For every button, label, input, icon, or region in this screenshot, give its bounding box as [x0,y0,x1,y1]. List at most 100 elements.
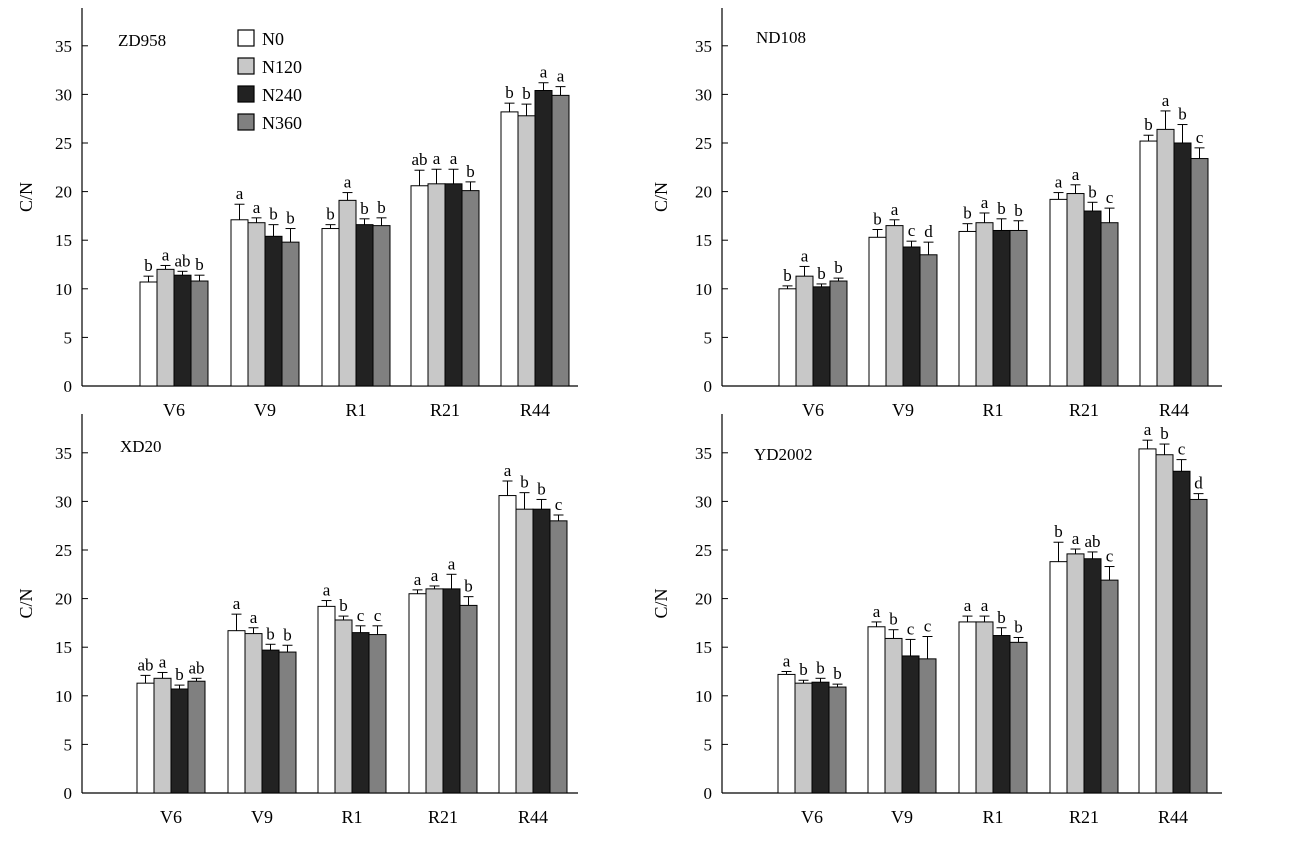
bar-n360 [1100,579,1119,794]
significance-letter: b [505,83,514,102]
significance-letter: a [873,602,881,621]
y-axis-title: C/N [651,588,671,618]
bar-n360 [549,520,568,794]
bar-n360 [828,686,847,794]
significance-letter: a [159,652,167,671]
y-tick-label: 10 [55,687,72,706]
significance-letter: a [1055,173,1063,192]
significance-letter: a [1072,165,1080,184]
y-tick-label: 30 [695,492,712,511]
significance-letter: b [1014,201,1023,220]
significance-letter: a [323,581,331,600]
y-tick-label: 10 [55,280,72,299]
bar-n360 [1100,222,1119,387]
significance-letter: b [326,205,335,224]
bar-n0 [1049,561,1068,794]
bar-n120 [247,222,266,387]
bar-n0 [408,593,427,794]
bar-n120 [244,633,263,794]
legend-swatch-n240 [237,85,255,103]
bar-n360 [190,280,209,387]
significance-letter: c [555,495,563,514]
significance-letter: b [377,198,386,217]
bar-n360 [829,280,848,387]
bar-n240 [442,588,461,794]
y-tick-label: 0 [704,377,713,396]
significance-letter: a [344,173,352,192]
significance-letter: c [924,617,932,636]
significance-letter: a [414,570,422,589]
bar-n240 [1083,558,1102,794]
bar-n360 [187,680,206,794]
significance-letter: b [269,205,278,224]
x-tick-label: V9 [891,807,913,827]
x-tick-label: R44 [518,807,548,827]
bar-n0 [778,288,797,387]
significance-letter: d [1194,474,1203,493]
legend-label: N240 [262,85,302,105]
x-tick-label: R1 [982,400,1003,420]
significance-letter: b [816,658,825,677]
bar-n0 [867,626,886,794]
significance-letter: b [283,625,292,644]
legend-label: N360 [262,113,302,133]
bar-n0 [410,185,429,387]
significance-letter: b [195,255,204,274]
bar-n240 [173,274,192,387]
bar-n0 [1139,140,1158,387]
y-tick-label: 25 [55,134,72,153]
significance-letter: c [357,606,365,625]
bar-n240 [812,286,831,387]
x-tick-label: R21 [1069,807,1099,827]
bar-n0 [230,219,249,387]
significance-letter: a [981,193,989,212]
significance-letter: a [540,63,548,82]
significance-letter: c [374,606,382,625]
significance-letter: a [250,608,258,627]
bar-n120 [794,682,813,794]
y-axis-title: C/N [651,182,671,212]
bar-n0 [136,682,155,794]
significance-letter: b [997,608,1006,627]
bar-n120 [427,183,446,387]
bar-n0 [958,621,977,794]
significance-letter: a [891,200,899,219]
bar-n240 [264,235,283,387]
significance-letter: ab [188,658,204,677]
bar-n240 [1172,470,1191,794]
significance-letter: b [997,199,1006,218]
bar-n0 [777,673,796,794]
y-tick-label: 5 [704,328,713,347]
bar-n120 [884,637,903,794]
x-tick-label: R1 [345,400,366,420]
y-tick-label: 20 [55,590,72,609]
significance-letter: a [964,596,972,615]
y-tick-label: 35 [695,444,712,463]
x-tick-label: V6 [160,807,182,827]
bar-n240 [992,229,1011,387]
bar-n360 [459,604,478,794]
x-tick-label: R21 [430,400,460,420]
y-tick-label: 10 [695,280,712,299]
bar-n240 [902,246,921,387]
significance-letter: a [236,184,244,203]
panel-title: ZD958 [118,31,166,50]
bar-n360 [281,241,300,387]
significance-letter: a [433,149,441,168]
significance-letter: c [1106,547,1114,566]
y-tick-label: 15 [55,231,72,250]
bar-n120 [515,508,534,794]
significance-letter: b [1088,182,1097,201]
significance-letter: c [908,221,916,240]
y-tick-label: 0 [64,377,73,396]
panel-title: YD2002 [754,445,813,464]
significance-letter: b [1178,105,1187,124]
y-axis-title: C/N [16,588,36,618]
bar-n360 [918,658,937,794]
significance-letter: b [175,665,184,684]
y-tick-label: 25 [695,541,712,560]
significance-letter: a [504,461,512,480]
